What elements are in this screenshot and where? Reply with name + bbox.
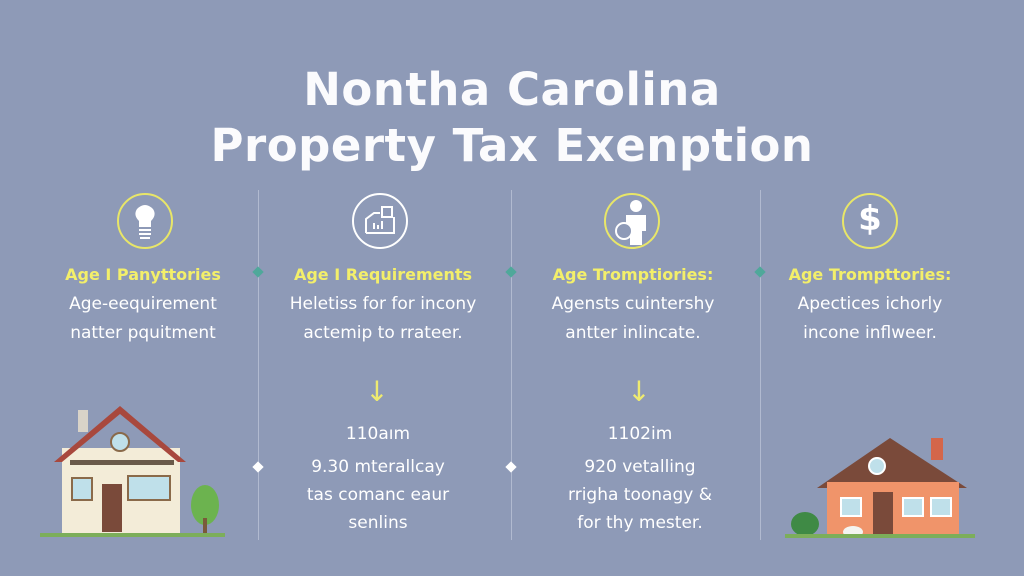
person-icon bbox=[604, 193, 660, 249]
column-heading: Age I Requirements bbox=[293, 265, 473, 284]
column-heading: Age Tromptiories: bbox=[552, 265, 714, 284]
stat-desc: 920 vetalling rrigha toonagy & for thy mes… bbox=[568, 457, 712, 533]
stat-value: 1102im bbox=[607, 424, 673, 444]
house-illustration-left bbox=[40, 406, 225, 537]
title-line-1: Nontha Carolina bbox=[303, 63, 721, 116]
divider bbox=[760, 190, 761, 540]
arrow-down-icon: ↓ bbox=[627, 375, 651, 408]
divider bbox=[511, 190, 512, 540]
column-desc: Agensts cuintershy antter inlincate. bbox=[551, 294, 715, 343]
dollar-icon: $ bbox=[842, 193, 898, 249]
arrow-down-icon: ↓ bbox=[365, 375, 389, 408]
building-chart-icon bbox=[352, 193, 408, 249]
divider bbox=[258, 190, 259, 540]
bulb-head-icon bbox=[117, 193, 173, 249]
column-desc: Age-eequirement natter pquitment bbox=[69, 294, 217, 343]
column-desc: Heletiss for for incony actemip to rratee… bbox=[289, 294, 477, 343]
column-heading: Age I Panyttories bbox=[65, 265, 221, 284]
title-line-2: Property Tax Exenption bbox=[210, 119, 814, 172]
stat-desc: 9.30 mterallcay tas comanc eaur senlins bbox=[306, 457, 450, 533]
house-illustration-right bbox=[785, 438, 975, 538]
column-heading: Age Trompttories: bbox=[788, 265, 952, 284]
column-desc: Apectices ichorly incone inflweer. bbox=[797, 294, 943, 343]
stat-value: 110aım bbox=[345, 424, 411, 444]
